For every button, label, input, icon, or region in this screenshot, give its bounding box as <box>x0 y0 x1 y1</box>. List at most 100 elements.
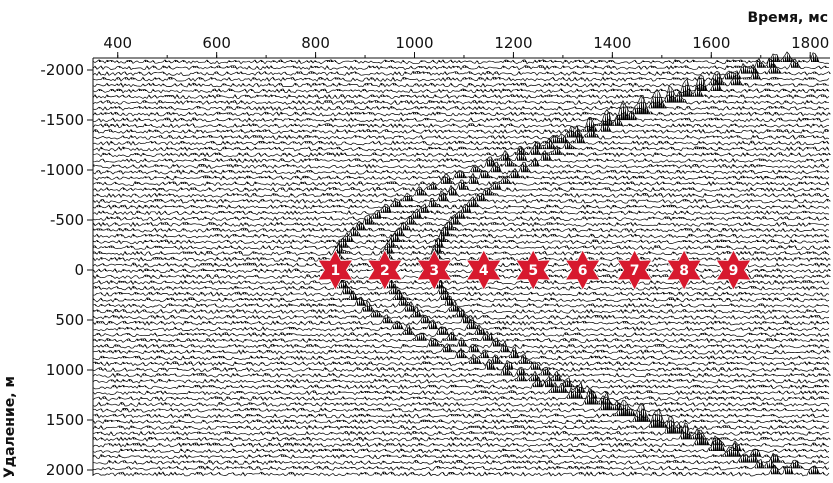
event-marker: 3 <box>416 249 453 291</box>
trace-fill <box>109 458 827 469</box>
seismic-trace <box>92 288 830 303</box>
marker-label: 9 <box>729 263 739 279</box>
seismic-trace <box>92 132 830 146</box>
seismic-trace <box>92 295 830 309</box>
trace-fill <box>93 267 831 277</box>
seismic-trace <box>92 354 830 367</box>
x-tick-label: 1000 <box>395 34 433 52</box>
seismic-trace <box>92 156 830 169</box>
x-axis-title: Время, мс <box>747 10 828 26</box>
marker-label: 6 <box>578 263 588 279</box>
seismic-trace <box>92 323 830 338</box>
seismic-trace <box>92 203 830 216</box>
event-marker: 9 <box>715 249 752 291</box>
seismic-trace <box>92 318 830 332</box>
seismic-trace <box>92 149 830 164</box>
marker-label: 8 <box>679 263 689 279</box>
seismic-trace <box>92 184 830 198</box>
trace-fill <box>95 354 829 364</box>
seismic-trace <box>92 272 830 286</box>
seismic-trace <box>92 445 830 460</box>
trace-fill <box>97 337 823 347</box>
seismic-trace <box>92 415 830 437</box>
marker-star <box>666 249 703 291</box>
marker-star <box>616 249 653 291</box>
marker-star <box>715 249 752 291</box>
x-tick-label: 1400 <box>593 34 631 52</box>
seismic-trace <box>92 254 830 268</box>
seismic-trace <box>92 439 830 454</box>
seismic-trace <box>92 241 830 256</box>
trace-fill <box>99 63 831 74</box>
seismic-trace <box>92 283 830 297</box>
seismic-trace <box>92 78 830 100</box>
seismic-trace <box>92 314 830 326</box>
seismic-trace <box>92 429 829 448</box>
seismic-trace <box>92 124 830 140</box>
seismic-trace <box>92 409 830 431</box>
y-axis-title: Удаление, м <box>2 376 18 478</box>
time-axis: 400 600 800 1000 1200 1400 1600 1800 <box>93 34 830 59</box>
event-marker: 1 <box>317 249 354 291</box>
seismic-trace <box>92 226 829 239</box>
trace-fill <box>107 71 827 86</box>
trace-fill <box>93 422 831 440</box>
seismic-trace <box>92 457 830 471</box>
marker-star <box>515 249 552 291</box>
trace-fill <box>111 371 829 382</box>
seismic-trace <box>92 399 830 419</box>
y-tick-label: -1500 <box>40 111 84 129</box>
marker-star <box>416 249 453 291</box>
seismic-trace <box>92 347 830 361</box>
event-marker: 6 <box>564 249 601 291</box>
marker-star <box>366 249 403 291</box>
trace-fill <box>101 347 827 359</box>
marker-label: 4 <box>479 263 489 279</box>
event-markers: 1 2 3 4 5 6 7 8 9 <box>317 249 752 291</box>
seismic-trace <box>92 88 830 111</box>
seismic-trace <box>92 108 830 129</box>
trace-fill <box>99 100 821 121</box>
seismic-trace <box>92 364 830 379</box>
event-marker: 2 <box>366 249 403 291</box>
seismic-trace <box>92 230 830 245</box>
trace-fill <box>93 314 829 324</box>
seismic-trace <box>92 62 830 76</box>
seismic-trace <box>92 213 830 228</box>
trace-fill <box>93 260 831 271</box>
seismic-trace <box>92 100 830 123</box>
y-tick-label: 0 <box>74 261 84 279</box>
seismic-trace <box>92 57 830 71</box>
seismic-trace <box>92 276 830 291</box>
seismic-trace <box>92 172 830 187</box>
trace-fill <box>93 277 823 289</box>
event-marker: 5 <box>515 249 552 291</box>
trace-fill <box>123 125 825 138</box>
y-tick-label: -2000 <box>40 61 84 79</box>
trace-fill <box>109 453 823 463</box>
y-tick-label: 1000 <box>46 361 84 379</box>
trace-fill <box>93 300 817 312</box>
seismic-trace <box>92 375 830 390</box>
trace-fill <box>107 208 827 219</box>
seismic-trace <box>92 266 830 280</box>
marker-label: 5 <box>528 263 538 279</box>
marker-label: 2 <box>380 263 390 279</box>
seismic-trace <box>92 85 829 106</box>
seismic-trace <box>92 196 830 210</box>
event-marker: 8 <box>666 249 703 291</box>
trace-fill <box>95 58 827 68</box>
trace-fill <box>95 409 825 428</box>
seismic-trace <box>92 388 830 407</box>
seismic-trace <box>92 74 830 94</box>
seismic-trace <box>92 179 830 193</box>
trace-fill <box>101 109 823 126</box>
trace-fill <box>93 248 831 260</box>
trace-fill <box>95 296 819 306</box>
trace-fill <box>99 388 807 405</box>
trace-fill <box>95 400 825 417</box>
seismic-trace <box>92 370 830 384</box>
marker-star <box>564 249 601 291</box>
seismic-trace <box>92 236 830 251</box>
y-tick-label: -500 <box>50 211 84 229</box>
